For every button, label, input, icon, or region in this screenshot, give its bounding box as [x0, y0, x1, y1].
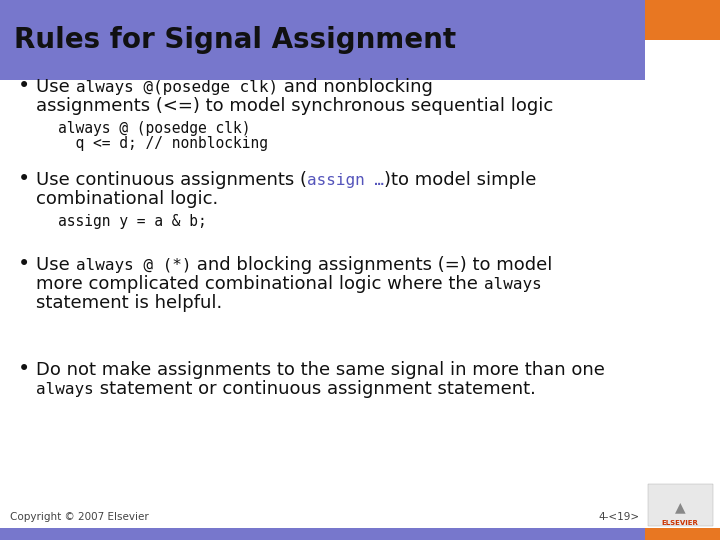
- Text: statement is helpful.: statement is helpful.: [36, 294, 222, 312]
- Text: combinational logic.: combinational logic.: [36, 190, 218, 208]
- Text: more complicated combinational logic where the: more complicated combinational logic whe…: [36, 275, 484, 293]
- Text: Use: Use: [36, 78, 76, 96]
- Bar: [0, 528, 645, 540]
- Text: Rules for Signal Assignment: Rules for Signal Assignment: [14, 26, 456, 54]
- Text: and nonblocking: and nonblocking: [278, 78, 433, 96]
- Text: •: •: [18, 254, 30, 274]
- Bar: [645, 0, 720, 40]
- Text: always @(posedge clk): always @(posedge clk): [76, 80, 278, 95]
- Text: 4-<19>: 4-<19>: [599, 512, 640, 522]
- Text: q <= d; // nonblocking: q <= d; // nonblocking: [58, 136, 268, 151]
- Text: statement or continuous assignment statement.: statement or continuous assignment state…: [94, 380, 536, 398]
- Text: assignments (<=) to model synchronous sequential logic: assignments (<=) to model synchronous se…: [36, 97, 553, 115]
- Bar: [0, 0, 645, 80]
- Text: )to model simple: )to model simple: [384, 171, 536, 189]
- Text: •: •: [18, 76, 30, 96]
- Text: Copyright © 2007 Elsevier: Copyright © 2007 Elsevier: [10, 512, 149, 522]
- Text: and blocking assignments (=) to model: and blocking assignments (=) to model: [191, 256, 552, 274]
- Text: always @ (*): always @ (*): [76, 258, 191, 273]
- Text: assign y = a & b;: assign y = a & b;: [58, 214, 207, 229]
- Bar: [648, 484, 713, 526]
- Text: always @ (posedge clk): always @ (posedge clk): [58, 121, 251, 136]
- Text: always: always: [484, 277, 541, 292]
- Text: Use: Use: [36, 256, 76, 274]
- Text: ELSEVIER: ELSEVIER: [662, 520, 698, 526]
- Text: always: always: [36, 382, 94, 397]
- Text: Do not make assignments to the same signal in more than one: Do not make assignments to the same sign…: [36, 361, 605, 379]
- Text: Use continuous assignments (: Use continuous assignments (: [36, 171, 307, 189]
- Text: •: •: [18, 169, 30, 189]
- Text: ▲: ▲: [675, 500, 685, 514]
- Bar: [645, 528, 720, 540]
- Text: •: •: [18, 359, 30, 379]
- Text: assign …: assign …: [307, 173, 384, 188]
